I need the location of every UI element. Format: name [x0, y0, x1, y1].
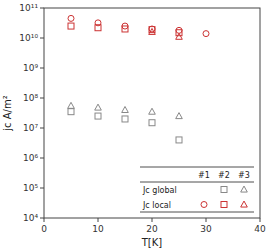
point [176, 113, 183, 119]
series [68, 109, 182, 143]
y-tick [40, 8, 44, 9]
point [68, 109, 74, 115]
x-tick-label: 40 [254, 224, 266, 234]
y-tick-label: 10⁶ [23, 153, 38, 163]
x-tick-label: 10 [92, 224, 104, 234]
y-tick-label: 10¹¹ [19, 3, 38, 13]
point [68, 23, 74, 29]
points [68, 15, 209, 143]
y-tick [40, 188, 44, 189]
y-tick-label: 10⁴ [23, 213, 38, 223]
point [95, 25, 101, 31]
y-tick-label: 10⁵ [23, 183, 38, 193]
y-tick [40, 98, 44, 99]
y-tick [40, 158, 44, 159]
x-tick [44, 218, 45, 222]
point [122, 106, 129, 112]
legend-row: Jc global [142, 186, 177, 195]
y-tick [40, 38, 44, 39]
y-tick-label: 10¹⁰ [19, 33, 38, 43]
point [149, 108, 156, 114]
point [95, 113, 101, 119]
point [68, 15, 74, 21]
x-tick-label: 20 [146, 224, 158, 234]
y-tick [40, 68, 44, 69]
legend-bg [140, 167, 254, 212]
point [149, 120, 155, 126]
x-axis-label: T[K] [141, 237, 163, 248]
point [122, 26, 128, 32]
legend: #1 #2 #3 Jc global Jc local [140, 167, 254, 212]
series [68, 102, 183, 118]
x-tick [206, 218, 207, 222]
legend-marker [221, 187, 227, 193]
point [149, 28, 156, 34]
point [68, 102, 75, 108]
y-tick-label: 10⁹ [23, 63, 38, 73]
point [203, 31, 209, 37]
y-tick [40, 218, 44, 219]
x-tick [260, 218, 261, 222]
y-tick [40, 128, 44, 129]
legend-marker [201, 202, 207, 208]
plot-frame [44, 8, 260, 218]
x-tick [152, 218, 153, 222]
legend-marker [221, 202, 227, 208]
legend-column: #1 [198, 171, 210, 180]
point [176, 33, 183, 39]
chart: 0 10 20 30 40 10⁴ 10⁵ 10⁶ 10⁷ 10⁸ 10⁹ 10¹⁰ 10¹¹ T[K] j… [0, 0, 268, 252]
point [176, 137, 182, 143]
series [149, 28, 183, 39]
series [68, 23, 182, 36]
y-tick-label: 10⁸ [23, 93, 38, 103]
legend-column: #2 [218, 171, 230, 180]
legend-marker [241, 186, 248, 192]
legend-rule [140, 167, 254, 168]
legend-marker [241, 201, 248, 207]
legend-rule [140, 212, 254, 213]
point [122, 116, 128, 122]
legend-column: #3 [238, 171, 250, 180]
y-tick-label: 10⁷ [23, 123, 38, 133]
point [95, 104, 102, 110]
x-tick [98, 218, 99, 222]
legend-rule [140, 182, 254, 183]
x-tick-label: 30 [200, 224, 212, 234]
legend-row: Jc local [142, 201, 171, 210]
x-tick-label: 0 [41, 224, 47, 234]
series [68, 15, 209, 36]
y-axis-label: jc A/m² [2, 95, 13, 131]
